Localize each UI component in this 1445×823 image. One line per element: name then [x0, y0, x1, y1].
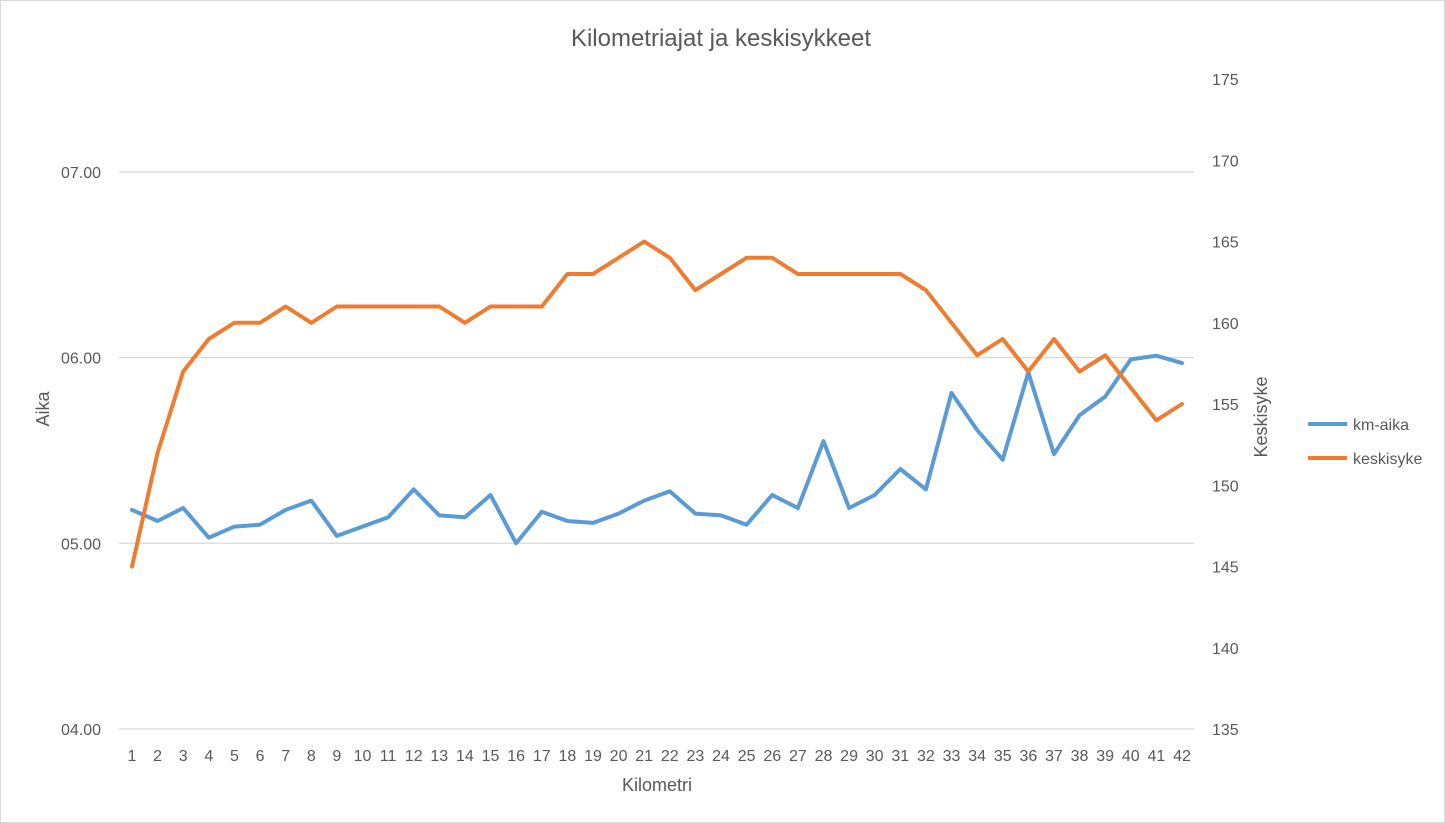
- x-tick-label: 39: [1096, 748, 1114, 765]
- x-axis-ticks: 1 2 3 4 5 6 7 8 9 10 11 12 13 14 15 16 17 18 19 20 21 22 23 24 2…: [128, 748, 1191, 765]
- x-tick-label: 25: [738, 748, 756, 765]
- x-tick-label: 16: [507, 748, 525, 765]
- x-tick-label: 11: [380, 748, 397, 765]
- x-tick-label: 17: [533, 748, 551, 765]
- x-tick-label: 36: [1019, 748, 1037, 765]
- x-tick-label: 21: [635, 748, 653, 765]
- right-axis-title: Keskisyke: [1251, 376, 1271, 457]
- x-tick-label: 4: [204, 748, 213, 765]
- x-tick-label: 10: [354, 748, 372, 765]
- x-tick-label: 28: [815, 748, 833, 765]
- x-tick-label: 6: [256, 748, 265, 765]
- right-tick-label: 135: [1212, 722, 1239, 739]
- x-tick-label: 37: [1045, 748, 1063, 765]
- x-tick-label: 29: [840, 748, 858, 765]
- x-tick-label: 26: [763, 748, 781, 765]
- x-tick-label: 5: [230, 748, 239, 765]
- x-tick-label: 2: [153, 748, 162, 765]
- x-tick-label: 14: [456, 748, 474, 765]
- x-tick-label: 20: [610, 748, 628, 765]
- right-tick-label: 165: [1212, 235, 1239, 252]
- x-tick-label: 38: [1071, 748, 1089, 765]
- x-tick-label: 12: [405, 748, 423, 765]
- legend: km-aika keskisyke: [1308, 417, 1422, 468]
- right-tick-label: 150: [1212, 478, 1239, 495]
- chart-title: Kilometriajat ja keskisykkeet: [571, 25, 871, 52]
- x-tick-label: 7: [281, 748, 290, 765]
- series-line-keskisyke: [130, 239, 1184, 569]
- x-tick-label: 1: [128, 748, 137, 765]
- legend-label: keskisyke: [1353, 451, 1422, 468]
- x-tick-label: 24: [712, 748, 730, 765]
- x-tick-label: 9: [332, 748, 341, 765]
- right-tick-label: 175: [1212, 72, 1239, 89]
- x-tick-label: 8: [307, 748, 316, 765]
- x-tick-label: 23: [687, 748, 705, 765]
- x-tick-label: 33: [943, 748, 961, 765]
- gridlines: [119, 171, 1194, 730]
- x-tick-label: 30: [866, 748, 884, 765]
- x-tick-label: 22: [661, 748, 679, 765]
- left-axis-title: Aika: [33, 391, 53, 427]
- left-tick-label: 05.00: [61, 536, 101, 553]
- right-tick-label: 155: [1212, 397, 1239, 414]
- left-tick-label: 07.00: [61, 165, 101, 182]
- left-tick-label: 04.00: [61, 722, 101, 739]
- x-tick-label: 41: [1147, 748, 1165, 765]
- right-tick-label: 160: [1212, 316, 1239, 333]
- left-tick-label: 06.00: [61, 351, 101, 368]
- x-tick-label: 27: [789, 748, 807, 765]
- left-axis-ticks: 04.00 05.00 06.00 07.00: [61, 165, 101, 739]
- x-tick-label: 13: [430, 748, 448, 765]
- x-tick-label: 42: [1173, 748, 1191, 765]
- right-tick-label: 140: [1212, 641, 1239, 658]
- x-tick-label: 35: [994, 748, 1012, 765]
- x-tick-label: 32: [917, 748, 935, 765]
- right-tick-label: 170: [1212, 153, 1239, 170]
- x-tick-label: 34: [968, 748, 986, 765]
- x-tick-label: 15: [482, 748, 500, 765]
- series-line-km-aika: [130, 353, 1184, 546]
- x-tick-label: 31: [891, 748, 909, 765]
- x-axis-title: Kilometri: [622, 775, 692, 795]
- right-axis-ticks: 135 140 145 150 155 160 165 170 175: [1212, 72, 1239, 739]
- series-lines: [130, 239, 1184, 569]
- x-tick-label: 18: [558, 748, 576, 765]
- x-tick-label: 40: [1122, 748, 1140, 765]
- x-tick-label: 19: [584, 748, 602, 765]
- right-tick-label: 145: [1212, 560, 1239, 577]
- x-tick-label: 3: [179, 748, 188, 765]
- legend-label: km-aika: [1353, 417, 1409, 434]
